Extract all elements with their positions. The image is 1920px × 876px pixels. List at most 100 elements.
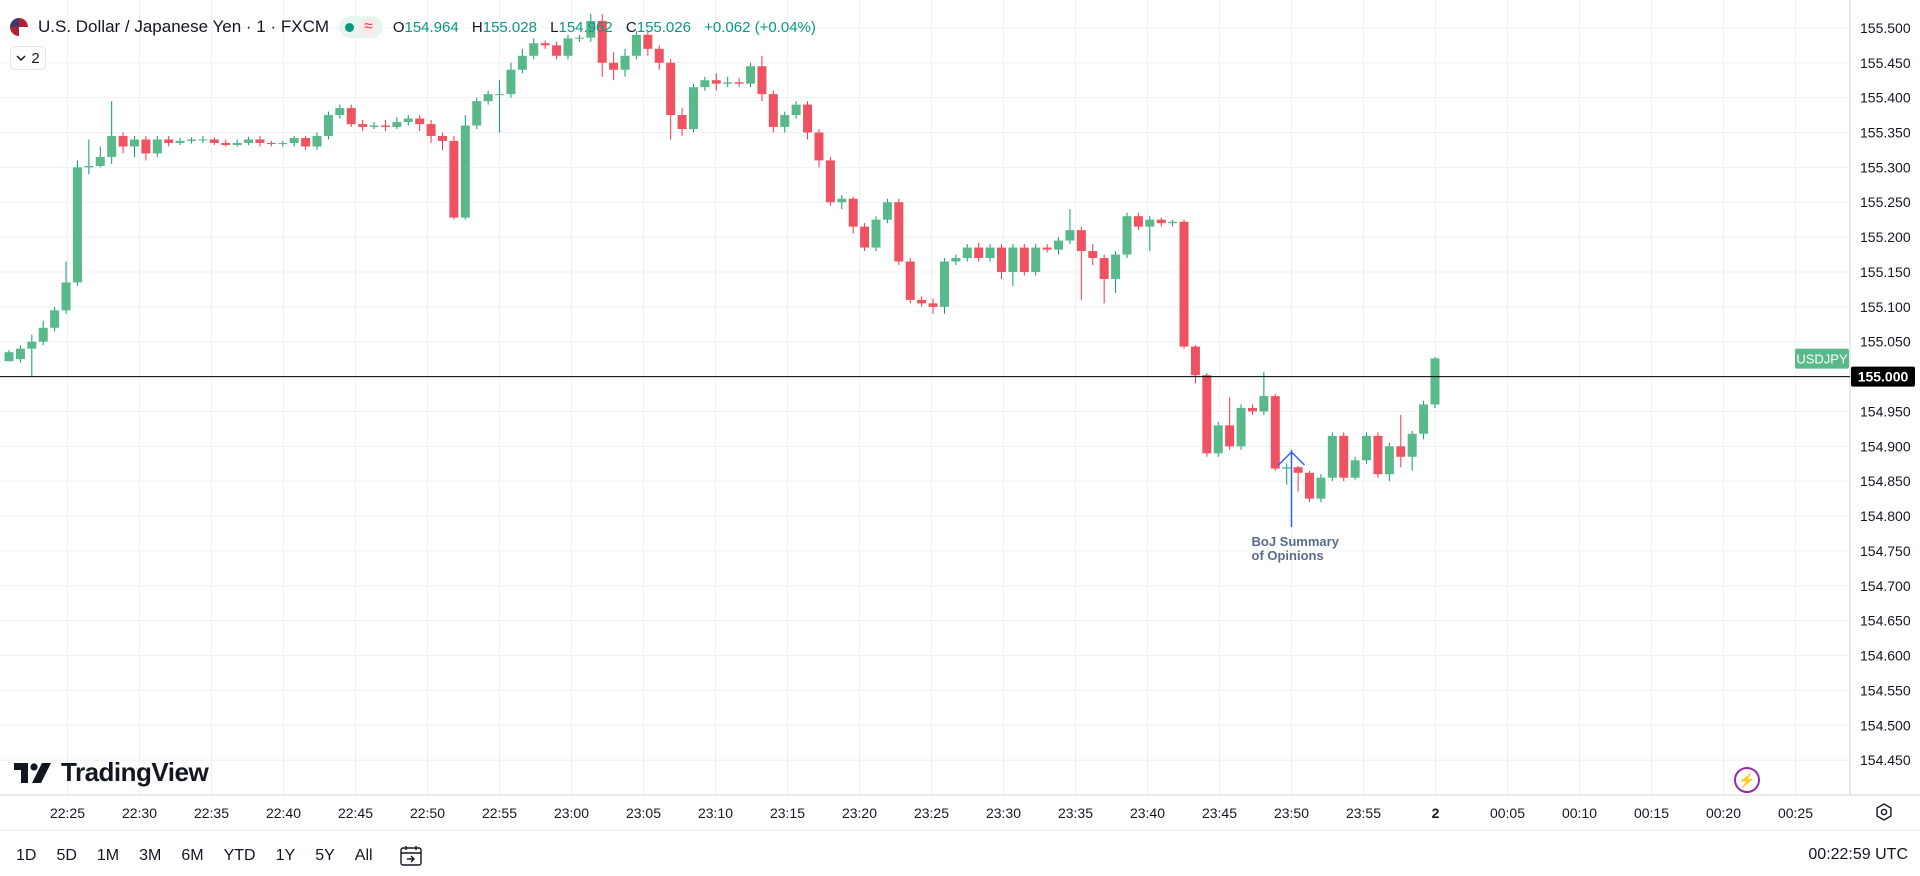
- symbol-title[interactable]: U.S. Dollar / Japanese Yen · 1 · FXCM: [38, 17, 330, 36]
- range-1d-button[interactable]: 1D: [16, 847, 37, 864]
- settings-gear-icon[interactable]: [1875, 803, 1893, 821]
- candle-body: [552, 45, 562, 56]
- lightning-icon[interactable]: ⚡: [1734, 767, 1760, 793]
- candle-body: [1065, 230, 1075, 241]
- candle-up: [369, 122, 379, 130]
- price-axis[interactable]: 155.500 155.450 155.400 155.350 155.300 155.2…: [1795, 0, 1915, 795]
- us-flag-icon: [10, 18, 28, 36]
- candle-body: [1076, 230, 1086, 252]
- candle-up: [84, 139, 94, 175]
- time-tick-label: 23:45: [1202, 805, 1237, 821]
- utc-clock[interactable]: 00:22:59 UTC: [1808, 846, 1908, 863]
- candle-down: [415, 115, 425, 132]
- candle-up: [244, 136, 254, 146]
- candle-body: [1430, 358, 1440, 405]
- candle-down: [301, 135, 311, 150]
- candle-body: [164, 139, 174, 143]
- candle-body: [1259, 396, 1269, 412]
- time-tick-label: 23:25: [914, 805, 949, 821]
- candle-body: [882, 202, 892, 220]
- candle-body: [1339, 435, 1349, 478]
- candles: [4, 13, 1440, 503]
- candle-body: [1202, 375, 1212, 454]
- candle-down: [860, 223, 870, 252]
- symbol-label: USDJPY: [1796, 352, 1848, 367]
- market-status-pill[interactable]: ≈: [339, 16, 383, 38]
- candle-body: [780, 115, 790, 127]
- candle-up: [1111, 251, 1121, 293]
- candle-body: [620, 55, 630, 70]
- candle-body: [609, 62, 619, 70]
- ohlc-change-value: +0.062 (+0.04%): [704, 18, 816, 36]
- candlestick-chart[interactable]: 22:25 22:30 22:35 22:40 22:45 22:50 22:55 23:00…: [0, 0, 1920, 836]
- range-3m-button[interactable]: 3M: [139, 847, 162, 864]
- candle-down: [905, 258, 915, 304]
- candle-up: [837, 195, 847, 210]
- candle-up: [563, 34, 573, 60]
- candle-body: [438, 135, 448, 141]
- candle-down: [1133, 212, 1143, 231]
- candle-up: [939, 258, 949, 314]
- candle-body: [506, 69, 516, 95]
- time-tick-label: 23:30: [986, 805, 1021, 821]
- candle-body: [1031, 247, 1041, 272]
- candle-body: [1122, 216, 1132, 255]
- candle-body: [848, 198, 858, 227]
- candle-body: [540, 43, 550, 46]
- candle-body: [746, 66, 756, 84]
- candle-body: [1384, 446, 1394, 475]
- candle-body: [1008, 247, 1018, 272]
- candle-body: [369, 125, 379, 127]
- candle-body: [244, 139, 254, 143]
- time-tick-label: 23:50: [1274, 805, 1309, 821]
- range-ytd-button[interactable]: YTD: [223, 847, 256, 864]
- candle-body: [95, 156, 105, 166]
- candle-body: [1133, 216, 1143, 227]
- candle-body: [289, 138, 299, 143]
- candle-body: [392, 122, 402, 127]
- time-tick-label: 2: [1432, 805, 1440, 821]
- candle-up: [780, 111, 790, 133]
- calendar-goto-date-icon[interactable]: [399, 845, 423, 867]
- candle-up: [1054, 237, 1064, 255]
- candle-up: [175, 138, 185, 146]
- candle-down: [1019, 244, 1029, 276]
- tradingview-logo[interactable]: TradingView: [14, 757, 209, 788]
- price-tick-label: 154.750: [1860, 543, 1911, 559]
- tradingview-logo-text: TradingView: [61, 757, 209, 787]
- price-tick-label: 155.500: [1860, 20, 1911, 36]
- price-marker-box[interactable]: [1851, 366, 1915, 387]
- candle-down: [1396, 414, 1406, 468]
- candle-down: [654, 45, 664, 70]
- range-1m-button[interactable]: 1M: [96, 847, 120, 864]
- candle-body: [688, 87, 698, 130]
- candle-body: [1396, 446, 1406, 457]
- time-axis[interactable]: 22:25 22:30 22:35 22:40 22:45 22:50 22:55 23:00…: [0, 794, 1920, 831]
- candle-up: [1430, 357, 1440, 408]
- ohlc-high-label: H: [471, 18, 483, 36]
- price-tick-label: 154.450: [1860, 752, 1911, 768]
- symbol-legend: U.S. Dollar / Japanese Yen · 1 · FXCM ≈ …: [10, 15, 825, 39]
- time-tick-label: 00:20: [1706, 805, 1741, 821]
- candle-up: [72, 160, 82, 286]
- range-1y-button[interactable]: 1Y: [275, 847, 296, 864]
- candle-body: [1168, 221, 1178, 224]
- candle-body: [61, 282, 71, 311]
- candle-down: [1247, 404, 1257, 415]
- time-tick-label: 23:35: [1058, 805, 1093, 821]
- candle-body: [380, 125, 390, 127]
- range-5d-button[interactable]: 5D: [56, 847, 77, 864]
- candle-body: [563, 38, 573, 56]
- time-tick-label: 22:30: [122, 805, 157, 821]
- candle-down: [1179, 219, 1189, 349]
- symbol-label-box[interactable]: [1795, 348, 1849, 369]
- candle-up: [335, 104, 345, 119]
- candle-body: [860, 226, 870, 248]
- candle-down: [917, 296, 927, 307]
- candle-up: [506, 62, 516, 98]
- range-6m-button[interactable]: 6M: [181, 847, 204, 864]
- range-all-button[interactable]: All: [354, 847, 373, 864]
- annotation-text-line2: of Opinions: [1252, 548, 1324, 563]
- range-5y-button[interactable]: 5Y: [315, 847, 335, 864]
- collapse-indicators-button[interactable]: 2: [10, 46, 46, 70]
